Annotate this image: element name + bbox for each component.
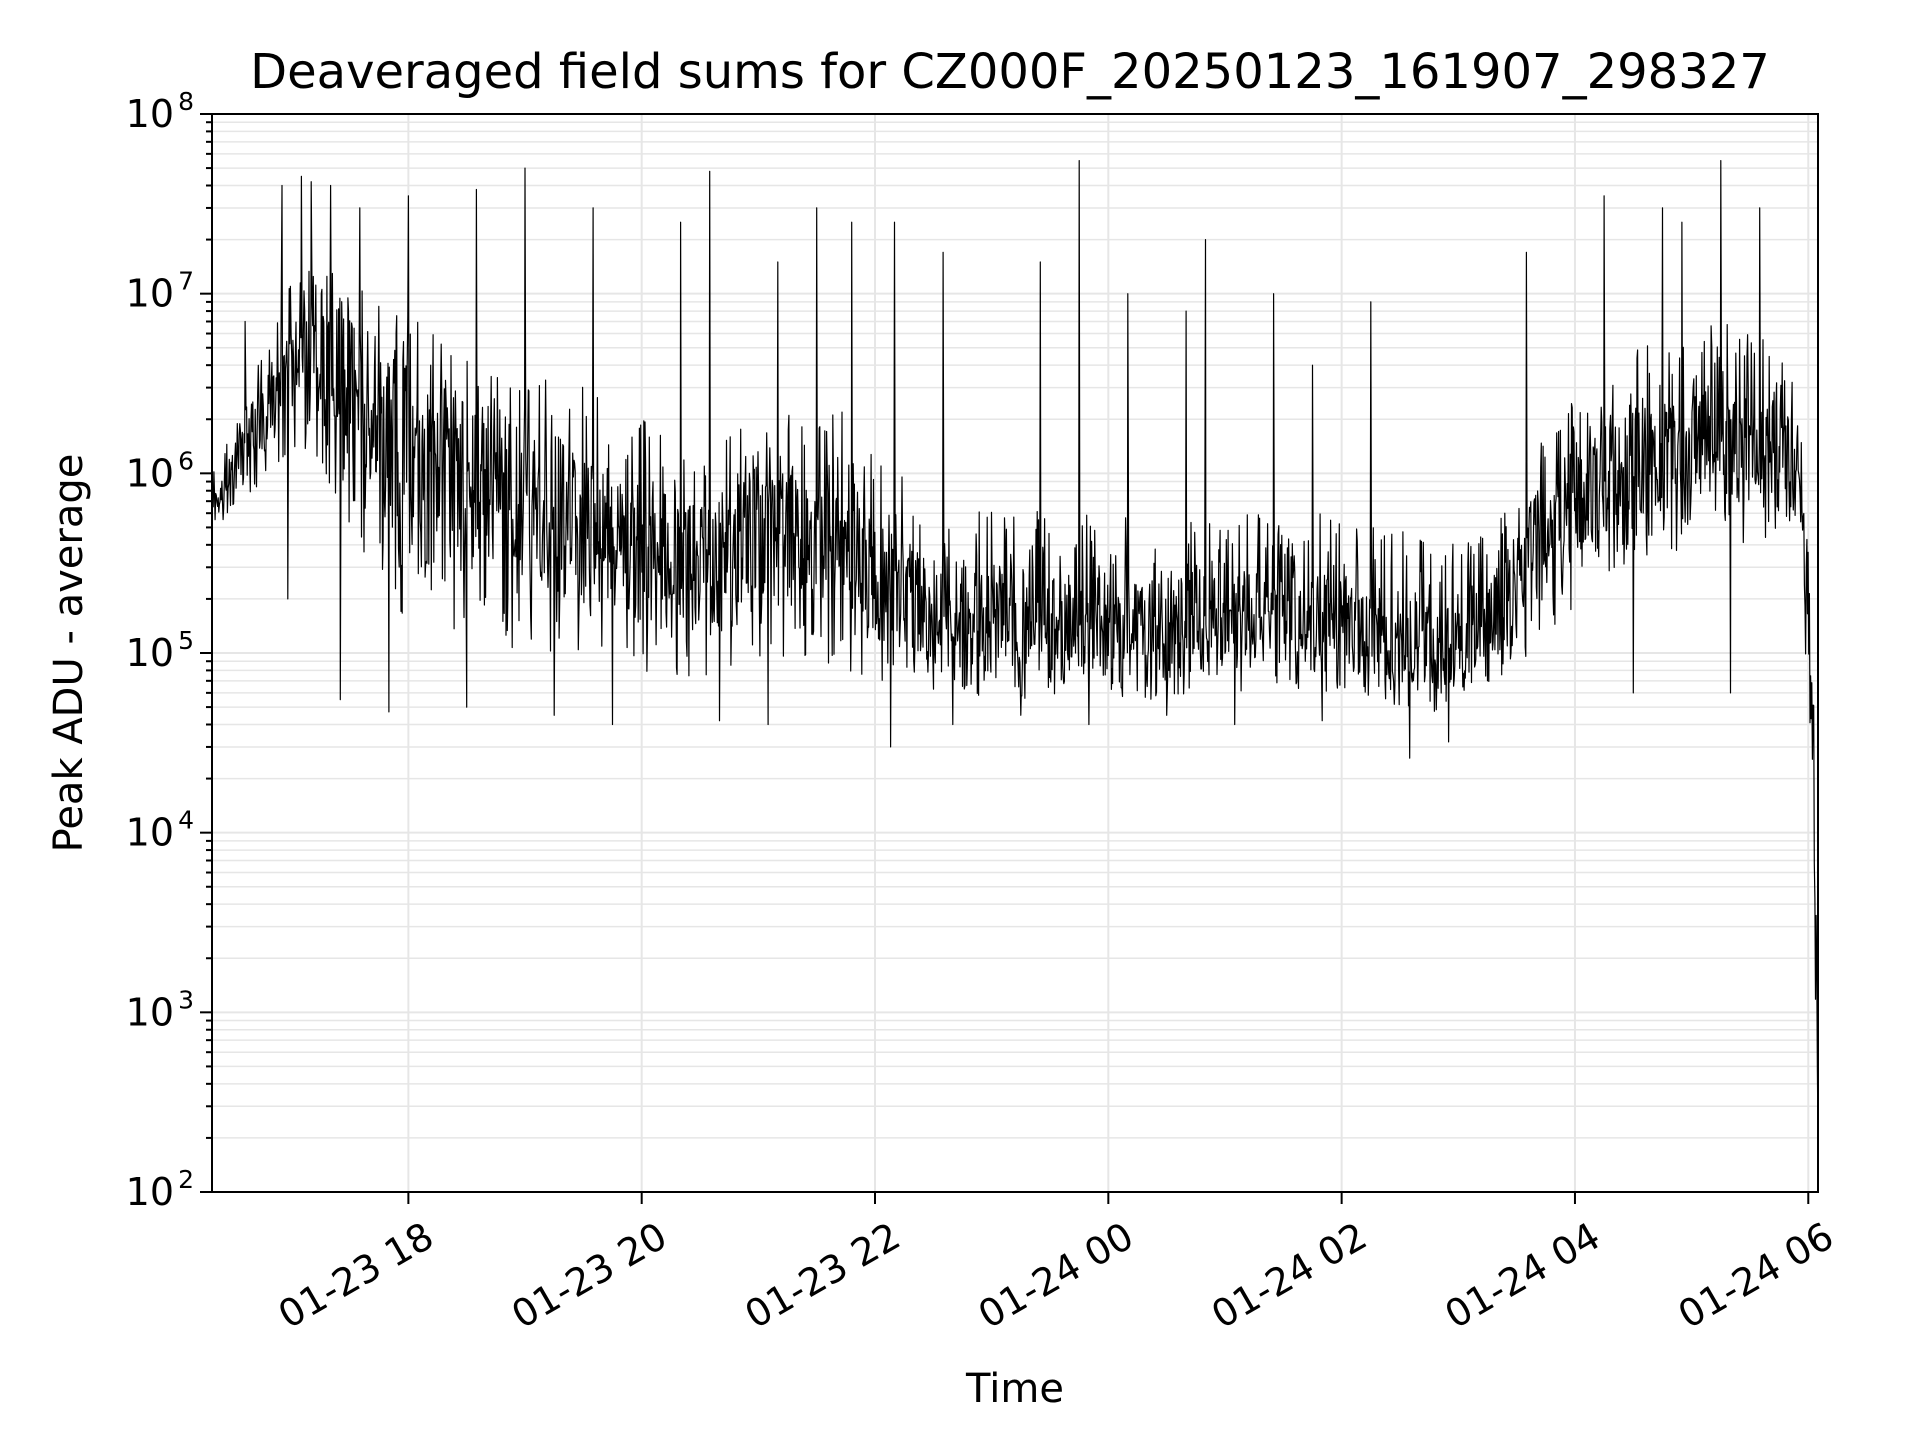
y-tick-label-base: 10 (126, 631, 174, 675)
y-tick-label: 10 (126, 990, 174, 1034)
y-tick-label-exponent: 2 (178, 1165, 194, 1194)
y-tick-label-base: 10 (126, 451, 174, 495)
y-tick-label: 10 (126, 811, 174, 855)
y-tick-label-base: 10 (126, 272, 174, 316)
y-axis-label: Peak ADU - average (46, 454, 92, 853)
y-tick-label-base: 10 (126, 92, 174, 136)
y-tick-label: 10 (126, 92, 174, 136)
data-series (211, 160, 1819, 1138)
y-tick-label-base: 10 (126, 811, 174, 855)
y-tick-label-base: 10 (126, 1170, 174, 1214)
series-line (211, 160, 1819, 1138)
y-tick-label-exponent: 4 (178, 806, 194, 835)
y-tick-label-exponent: 5 (178, 626, 194, 655)
y-tick-label-exponent: 6 (178, 446, 194, 475)
x-axis-label: Time (965, 1366, 1064, 1412)
y-tick-label: 10 (126, 451, 174, 495)
y-tick-label: 10 (126, 631, 174, 675)
chart-title: Deaveraged field sums for CZ000F_2025012… (250, 44, 1770, 100)
y-tick-label-base: 10 (126, 990, 174, 1034)
y-tick-label: 10 (126, 1170, 174, 1214)
y-tick-label-exponent: 8 (178, 87, 194, 116)
y-tick-label-exponent: 7 (178, 267, 194, 296)
grid-lines (212, 114, 1818, 1193)
y-tick-label: 10 (126, 272, 174, 316)
y-tick-label-exponent: 3 (178, 985, 194, 1014)
